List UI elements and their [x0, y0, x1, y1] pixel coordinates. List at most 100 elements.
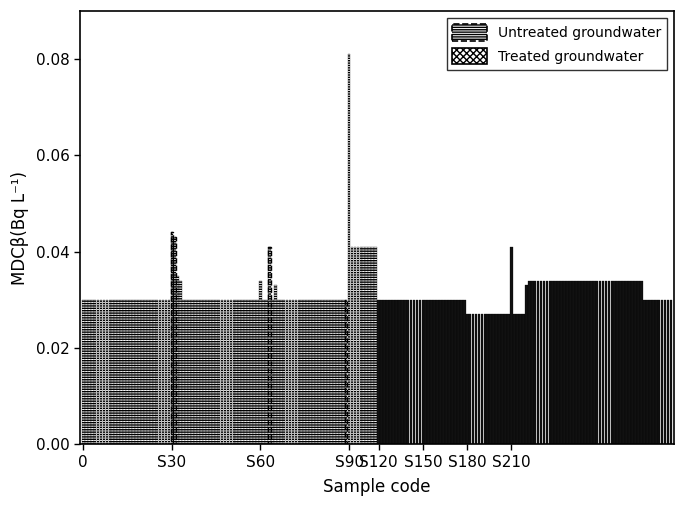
Bar [377, 300, 380, 444]
Bar [250, 300, 253, 444]
Bar [374, 247, 377, 444]
Bar [173, 237, 176, 444]
Bar [283, 300, 286, 444]
Bar [543, 280, 545, 444]
Bar [581, 280, 584, 444]
Bar [253, 300, 256, 444]
Bar [490, 314, 492, 444]
Bar [245, 300, 247, 444]
Bar [386, 300, 389, 444]
Bar [460, 300, 462, 444]
Bar [315, 300, 318, 444]
Bar [545, 280, 548, 444]
Bar [631, 280, 634, 444]
Bar [401, 300, 403, 444]
Bar [194, 300, 197, 444]
Bar [168, 300, 171, 444]
Bar [549, 280, 551, 444]
Bar [262, 300, 265, 444]
Bar [466, 314, 469, 444]
Bar [383, 300, 386, 444]
Bar [395, 300, 398, 444]
Bar [188, 300, 191, 444]
Bar [528, 280, 531, 444]
Bar [661, 300, 664, 444]
Bar [312, 300, 315, 444]
Bar [669, 300, 672, 444]
Bar [295, 300, 297, 444]
Bar [575, 280, 578, 444]
Bar [82, 300, 85, 444]
Bar [200, 300, 203, 444]
Bar [121, 300, 123, 444]
Bar [475, 314, 477, 444]
Bar [472, 314, 475, 444]
Bar [404, 300, 406, 444]
Bar [321, 300, 324, 444]
Bar [599, 280, 601, 444]
Bar [584, 280, 586, 444]
Bar [112, 300, 114, 444]
Bar [91, 300, 94, 444]
Bar [336, 300, 338, 444]
Bar [301, 300, 303, 444]
Bar [664, 300, 667, 444]
Bar [247, 300, 250, 444]
Bar [159, 300, 162, 444]
Bar [268, 247, 271, 444]
Bar [578, 280, 581, 444]
Bar [652, 300, 655, 444]
Bar [392, 300, 395, 444]
Bar [179, 280, 182, 444]
Bar [398, 300, 401, 444]
Bar [590, 280, 593, 444]
Bar [351, 247, 353, 444]
Bar [303, 300, 306, 444]
Bar [197, 300, 200, 444]
Bar [495, 314, 498, 444]
Bar [628, 280, 631, 444]
Bar [310, 300, 312, 444]
Bar [616, 280, 619, 444]
Bar [348, 54, 351, 444]
Bar [448, 300, 451, 444]
Bar [658, 300, 660, 444]
Bar [126, 300, 129, 444]
Bar [534, 280, 536, 444]
Bar [522, 314, 525, 444]
Bar [171, 232, 173, 444]
Bar [504, 314, 507, 444]
Bar [507, 314, 510, 444]
Bar [306, 300, 309, 444]
Bar [279, 300, 282, 444]
Bar [454, 300, 457, 444]
Bar [655, 300, 658, 444]
Bar [173, 237, 176, 444]
Bar [342, 300, 345, 444]
Bar [486, 314, 489, 444]
Bar [144, 300, 147, 444]
Bar [236, 300, 238, 444]
Bar [345, 300, 347, 444]
Bar [430, 300, 433, 444]
Bar [132, 300, 135, 444]
Bar [162, 300, 164, 444]
Bar [469, 314, 471, 444]
Bar [667, 300, 669, 444]
Bar [123, 300, 126, 444]
Bar [345, 300, 347, 444]
Bar [436, 300, 439, 444]
Bar [439, 300, 442, 444]
Bar [569, 280, 572, 444]
Bar [105, 300, 108, 444]
Bar [463, 300, 466, 444]
Bar [256, 300, 259, 444]
Bar [88, 300, 90, 444]
Y-axis label: MDCβ(Bq L⁻¹): MDCβ(Bq L⁻¹) [11, 171, 29, 284]
Bar [103, 300, 105, 444]
Bar [484, 314, 486, 444]
Bar [525, 285, 527, 444]
Bar [292, 300, 295, 444]
Bar [155, 300, 158, 444]
Bar [558, 280, 560, 444]
